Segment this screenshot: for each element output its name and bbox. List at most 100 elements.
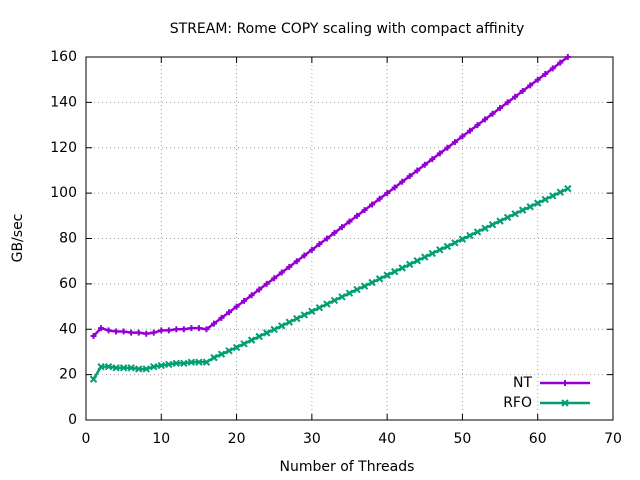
point-marker (293, 314, 301, 323)
point-marker (383, 271, 391, 279)
point-marker (158, 327, 165, 334)
point-marker (527, 82, 534, 89)
point-marker (466, 231, 474, 240)
point-marker (210, 320, 217, 327)
point-marker (557, 59, 564, 66)
point-marker (330, 296, 339, 305)
point-marker (504, 99, 511, 106)
point-marker (210, 353, 218, 362)
point-marker (286, 263, 293, 270)
point-marker (458, 235, 467, 243)
point-marker (496, 217, 504, 225)
point-marker (135, 329, 142, 336)
point-marker (308, 246, 315, 253)
point-marker (173, 326, 180, 333)
y-tick-label: 40 (59, 321, 77, 337)
point-marker (256, 286, 263, 293)
point-marker (203, 326, 210, 333)
point-marker (143, 330, 150, 337)
point-marker (248, 292, 255, 299)
point-marker (165, 327, 172, 334)
point-marker (165, 360, 173, 369)
point-marker (390, 267, 399, 276)
point-marker (217, 350, 226, 358)
y-axis-label: GB/sec (10, 214, 26, 263)
point-marker (150, 329, 157, 336)
y-tick-label: 80 (59, 231, 77, 247)
point-marker (482, 116, 489, 123)
point-marker (413, 257, 421, 265)
point-marker (180, 359, 188, 367)
point-marker (346, 218, 353, 225)
x-axis-label: Number of Threads (280, 459, 415, 475)
point-marker (376, 195, 383, 202)
point-marker (428, 249, 437, 258)
point-marker (127, 364, 135, 372)
y-tick-label: 120 (50, 140, 77, 156)
series-line (92, 56, 569, 337)
y-tick-label: 0 (68, 412, 77, 428)
point-marker (308, 307, 316, 316)
point-marker (511, 210, 519, 218)
point-marker (542, 71, 549, 78)
point-marker (301, 252, 308, 259)
y-tick-label: 100 (50, 185, 77, 201)
point-marker (233, 303, 240, 310)
legend-marker (561, 399, 569, 407)
point-marker (421, 253, 429, 261)
point-marker (89, 375, 98, 383)
point-marker (113, 328, 120, 335)
point-marker (331, 229, 338, 236)
x-tick-label: 10 (152, 431, 170, 447)
point-marker (534, 76, 541, 83)
series-line (92, 187, 569, 380)
point-marker (564, 54, 571, 60)
x-tick-label: 40 (378, 431, 396, 447)
point-marker (518, 206, 527, 214)
point-marker (473, 228, 482, 236)
point-marker (278, 322, 286, 330)
point-marker (241, 297, 248, 304)
point-marker (526, 203, 534, 211)
point-marker (443, 242, 452, 251)
point-marker (444, 144, 451, 151)
plot-border (85, 56, 614, 421)
point-marker (353, 285, 361, 294)
point-marker (345, 289, 354, 297)
point-marker (278, 269, 285, 276)
point-marker (120, 328, 127, 335)
point-marker (368, 278, 376, 287)
point-marker (474, 122, 481, 129)
x-tick-label: 50 (454, 431, 472, 447)
point-marker (549, 65, 556, 72)
point-marker (142, 365, 150, 373)
legend-label: RFO (503, 395, 532, 411)
point-marker (503, 213, 512, 222)
y-tick-label: 20 (59, 367, 77, 383)
x-tick-label: 60 (529, 431, 547, 447)
point-marker (263, 280, 270, 287)
point-marker (375, 275, 384, 283)
point-marker (218, 314, 225, 321)
point-marker (451, 139, 458, 146)
y-tick-label: 140 (50, 94, 77, 110)
point-marker (104, 362, 113, 371)
point-marker (421, 161, 428, 168)
point-marker (459, 133, 466, 140)
point-marker (481, 224, 489, 232)
point-marker (188, 325, 195, 332)
point-marker (105, 327, 112, 334)
point-marker (398, 264, 406, 272)
point-marker (466, 127, 473, 134)
point-marker (128, 329, 135, 336)
point-marker (369, 201, 376, 208)
point-marker (180, 326, 187, 333)
y-tick-label: 60 (59, 276, 77, 292)
point-marker (240, 340, 248, 348)
x-tick-label: 0 (82, 431, 91, 447)
point-marker (255, 332, 263, 341)
point-marker (556, 188, 565, 196)
point-marker (300, 311, 309, 319)
point-marker (315, 303, 324, 312)
point-marker (323, 235, 330, 242)
